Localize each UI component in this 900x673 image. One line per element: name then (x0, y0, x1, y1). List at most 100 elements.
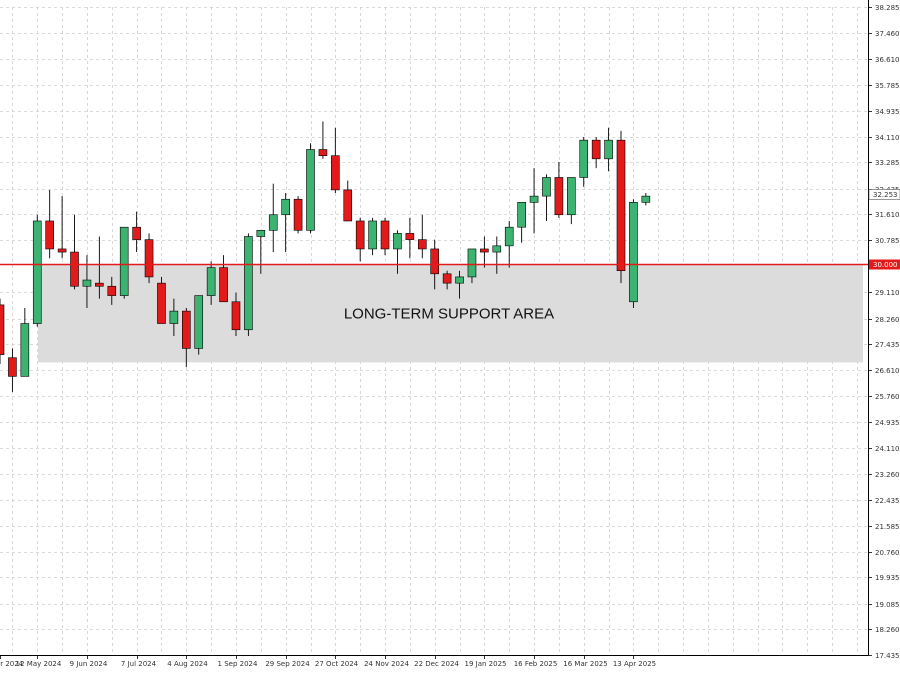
candle-body (629, 202, 638, 303)
y-tick-label: 24.935 (875, 419, 900, 427)
candle-body (268, 214, 278, 231)
candle-body (256, 230, 266, 237)
candle (343, 180, 353, 222)
candle-body (169, 310, 179, 324)
x-tick-label: 27 Oct 2024 (315, 660, 359, 668)
candle (57, 196, 67, 259)
y-tick-label: 30.785 (875, 237, 900, 245)
candle (107, 276, 117, 305)
candle-body (455, 276, 464, 284)
candle-body (107, 285, 117, 296)
candle (169, 298, 179, 336)
x-tick-label: 24 Nov 2024 (364, 660, 409, 668)
candle-body (219, 267, 228, 303)
x-tick-label: 1 Sep 2024 (218, 660, 258, 668)
y-tick-label: 28.260 (875, 316, 900, 324)
candle (20, 308, 30, 377)
candle (368, 217, 377, 256)
support-price-label: 30.000 (873, 261, 898, 269)
x-tick-label: 29 Sep 2024 (265, 660, 310, 668)
candle-body (182, 310, 191, 349)
candle-body (616, 139, 626, 272)
candle (206, 261, 216, 305)
x-tick-label: 19 Jan 2025 (465, 660, 507, 668)
y-tick-label: 17.435 (875, 652, 900, 660)
candle-body (467, 248, 477, 278)
candle (182, 308, 191, 368)
y-tick-label: 20.760 (875, 549, 900, 557)
candle-body (380, 220, 390, 250)
candle (355, 217, 365, 262)
candle (567, 177, 576, 225)
y-tick-label: 27.435 (875, 341, 900, 349)
candle-body (8, 357, 17, 377)
candle (281, 193, 290, 253)
y-axis-ticks: 38.285 37.460 36.610 35.785 34.935 34.110 33.2… (868, 4, 900, 660)
candle (542, 174, 551, 221)
y-tick-label: 19.085 (875, 601, 900, 609)
candle (616, 130, 626, 284)
candle (119, 226, 129, 299)
y-tick-label: 21.585 (875, 523, 900, 531)
y-tick-label: 38.285 (875, 4, 900, 12)
candle-body (430, 248, 440, 275)
y-tick-label: 35.785 (875, 82, 900, 90)
candle-body (492, 245, 502, 253)
candle-body (405, 233, 415, 240)
candles-layer (0, 121, 651, 392)
candle-body (57, 248, 67, 253)
y-tick-label: 19.935 (875, 574, 900, 582)
candle (417, 214, 427, 259)
candle (554, 161, 564, 218)
candle (256, 230, 266, 274)
candle-body (194, 295, 204, 349)
candle (318, 121, 328, 159)
candle (0, 298, 5, 364)
candle (70, 214, 79, 290)
candle (8, 348, 17, 392)
candle (293, 196, 303, 234)
y-tick-label: 29.110 (875, 289, 900, 297)
y-tick-label: 36.610 (875, 56, 900, 64)
x-tick-label: 7 Jul 2024 (121, 660, 157, 668)
price-markers: 30.000 32.253 (868, 189, 900, 270)
candle (144, 233, 154, 284)
candle-body (281, 198, 290, 216)
candle-body (368, 220, 377, 250)
candle-body (95, 282, 104, 287)
candle (194, 295, 204, 355)
candle (517, 202, 526, 243)
candle (641, 193, 651, 206)
candle (504, 220, 514, 268)
candle-body (70, 251, 79, 287)
candle (529, 168, 539, 234)
support-price-marker (869, 259, 900, 270)
candle-body (393, 233, 402, 250)
y-tick-label: 18.260 (875, 626, 900, 634)
x-tick-label: 21 Apr 2024 (0, 660, 24, 668)
y-tick-label: 26.610 (875, 367, 900, 375)
y-tick-label: 23.260 (875, 471, 900, 479)
candle (32, 214, 42, 327)
candle-body (20, 323, 30, 377)
current-price-label: 32.253 (873, 191, 898, 199)
candle (231, 292, 241, 336)
x-tick-label: 12 May 2024 (16, 660, 62, 668)
candle (405, 217, 415, 259)
x-tick-label: 22 Dec 2024 (414, 660, 459, 668)
candle (393, 230, 402, 274)
y-tick-label: 31.610 (875, 211, 900, 219)
candle-body (331, 155, 340, 191)
candle (45, 189, 54, 259)
x-tick-label: 13 Apr 2025 (613, 660, 656, 668)
candle-body (82, 279, 92, 287)
candle (219, 255, 228, 303)
candle-body (579, 139, 589, 178)
candle (480, 236, 489, 268)
candle-body (231, 301, 241, 331)
candle (629, 199, 638, 309)
candle-body (293, 198, 303, 231)
